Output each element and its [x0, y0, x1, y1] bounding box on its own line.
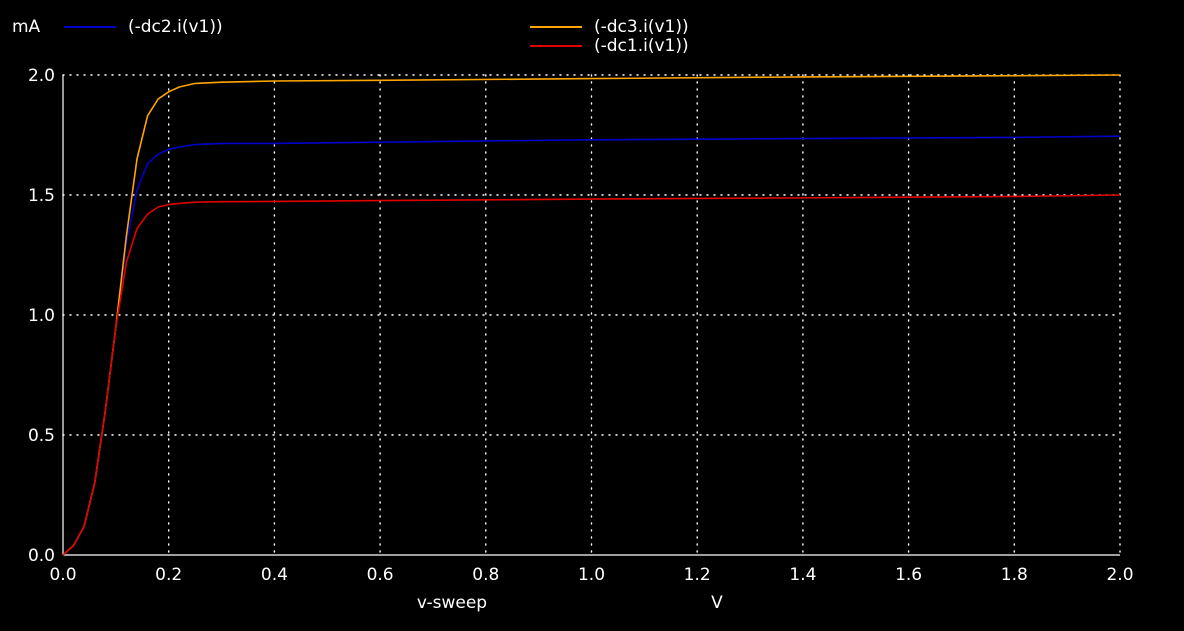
axes [62, 75, 1120, 556]
x-tick-label: 0.2 [155, 565, 182, 585]
x-tick-label: 1.6 [895, 565, 922, 585]
y-tick-label: 1.5 [28, 186, 55, 206]
x-tick-label: 1.2 [684, 565, 711, 585]
legend-label-dc3: (-dc3.i(v1)) [594, 17, 689, 37]
legend-label-dc1: (-dc1.i(v1)) [594, 36, 689, 56]
x-tick-label: 2.0 [1106, 565, 1133, 585]
legend: (-dc2.i(v1)) (-dc3.i(v1)) (-dc1.i(v1)) [64, 17, 689, 56]
x-tick-label: 1.0 [578, 565, 605, 585]
x-tick-label: 0.8 [472, 565, 499, 585]
series-line-1 [62, 74, 1121, 556]
grid [62, 74, 1121, 556]
x-tick-label: 0.0 [49, 565, 76, 585]
legend-label-dc2: (-dc2.i(v1)) [128, 17, 223, 37]
x-axis-label: v-sweep [417, 593, 487, 613]
x-tick-label: 1.4 [789, 565, 816, 585]
y-tick-label: 0.0 [28, 546, 55, 566]
x-tick-label: 0.4 [261, 565, 288, 585]
y-tick-label: 2.0 [28, 66, 55, 86]
x-tick-label: 0.6 [367, 565, 394, 585]
y-unit-label: mA [12, 17, 41, 37]
x-unit-label: V [711, 593, 723, 613]
y-tick-label: 0.5 [28, 426, 55, 446]
y-tick-label: 1.0 [28, 306, 55, 326]
series-line-2 [62, 194, 1121, 556]
x-tick-label: 1.8 [1001, 565, 1028, 585]
series-lines [62, 74, 1121, 556]
tick-labels: 0.0 0.2 0.4 0.6 0.8 1.0 1.2 1.4 1.6 1.8 2.0 0.0 0.5 1… [28, 66, 1134, 585]
